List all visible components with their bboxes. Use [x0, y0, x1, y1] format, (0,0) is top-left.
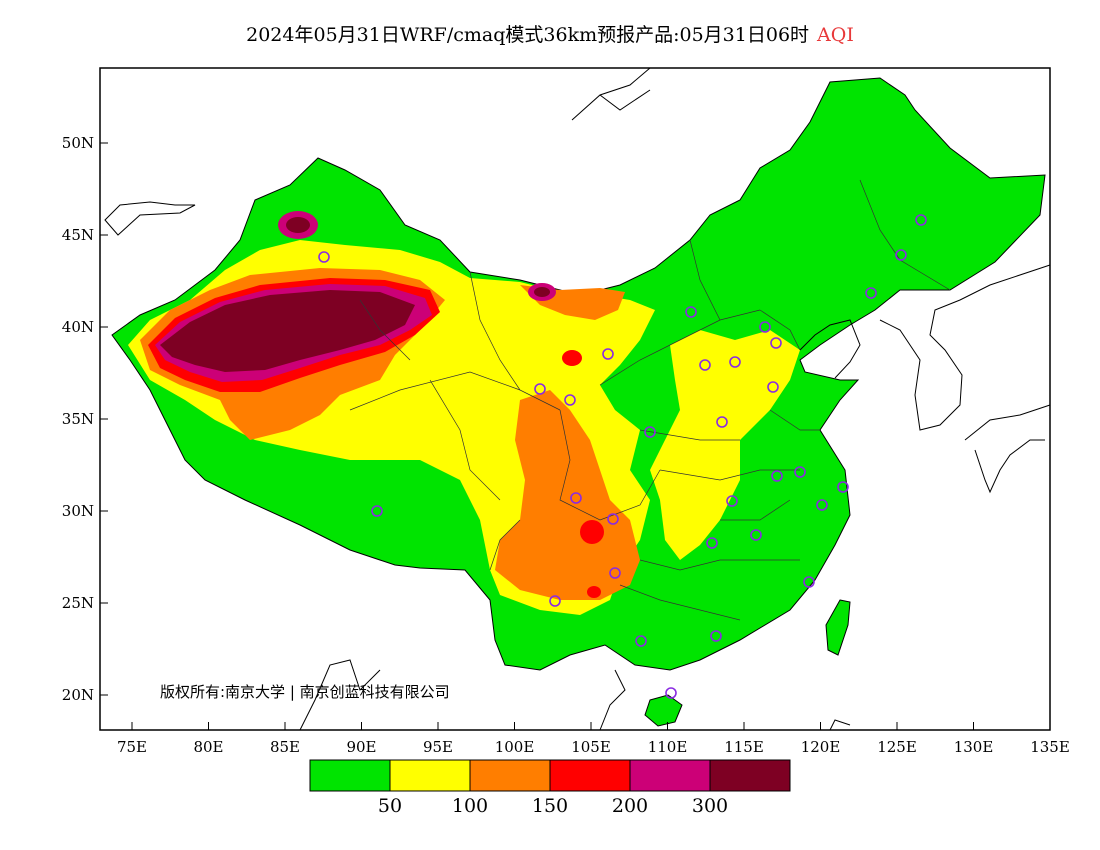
station-marker	[865, 287, 877, 299]
station-marker	[570, 492, 582, 504]
station-markers	[318, 214, 927, 699]
lon-tick-label: 85E	[270, 738, 300, 756]
lon-tick-label: 130E	[954, 738, 994, 756]
aqi-hotspot-guizhou	[587, 586, 601, 598]
lat-tick-label: 45N	[62, 226, 94, 244]
station-marker	[602, 348, 614, 360]
station-marker	[729, 356, 741, 368]
colorbar-swatch	[709, 759, 791, 792]
taiwan-island	[825, 599, 851, 656]
colorbar-label: 150	[532, 795, 568, 817]
colorbar-swatch	[389, 759, 471, 792]
aqi-zone-moderate-east	[650, 330, 800, 560]
station-marker	[549, 595, 561, 607]
station-marker	[794, 466, 806, 478]
station-marker	[816, 499, 828, 511]
station-marker	[716, 416, 728, 428]
station-marker	[534, 383, 546, 395]
station-marker	[607, 513, 619, 525]
aqi-hotspot-ningxia	[562, 350, 582, 366]
colorbar-swatch	[309, 759, 391, 792]
lon-tick-label: 80E	[193, 738, 223, 756]
copyright-text: 版权所有:南京大学 | 南京创蓝科技有限公司	[160, 683, 450, 701]
lon-tick-label: 90E	[346, 738, 376, 756]
station-marker	[318, 251, 330, 263]
station-marker	[895, 249, 907, 261]
lat-tick-label: 25N	[62, 594, 94, 612]
lon-tick-label: 100E	[495, 738, 535, 756]
colorbar-label: 300	[692, 795, 728, 817]
bohai-coastline	[799, 319, 861, 379]
aqi-hotspot-sichuan	[580, 520, 604, 544]
station-marker	[710, 630, 722, 642]
title-variable: AQI	[817, 24, 854, 46]
station-marker	[371, 505, 383, 517]
station-marker	[635, 635, 647, 647]
lon-tick-label: 115E	[724, 738, 764, 756]
lat-tick-label: 40N	[62, 318, 94, 336]
station-marker	[915, 214, 927, 226]
station-marker	[837, 481, 849, 493]
colorbar-swatch	[549, 759, 631, 792]
colorbar-swatch	[629, 759, 711, 792]
station-marker	[767, 381, 779, 393]
colorbar-label: 200	[612, 795, 648, 817]
aqi-zone-hazardous	[160, 290, 415, 372]
lon-tick-label: 110E	[648, 738, 688, 756]
indochina-coastline	[299, 659, 851, 731]
station-marker	[685, 306, 697, 318]
lon-tick-label: 120E	[801, 738, 841, 756]
aqi-colorbar: 50 100 150 200 300	[309, 759, 791, 817]
lon-tick-label: 95E	[423, 738, 453, 756]
lat-tick-label: 20N	[62, 686, 94, 704]
map-title: 2024年05月31日WRF/cmaq模式36km预报产品:05月31日06时 A…	[0, 20, 1100, 47]
lon-tick-label: 125E	[877, 738, 917, 756]
title-text: 2024年05月31日WRF/cmaq模式36km预报产品:05月31日06时	[246, 24, 810, 46]
colorbar-swatch	[469, 759, 551, 792]
russia-coastline	[571, 67, 651, 121]
station-marker	[699, 359, 711, 371]
station-marker	[564, 394, 576, 406]
lat-tick-label: 50N	[62, 134, 94, 152]
hainan-island	[644, 694, 683, 727]
lon-tick-label: 75E	[117, 738, 147, 756]
station-marker	[750, 529, 762, 541]
kazakhstan-coastline	[104, 201, 196, 236]
station-marker	[726, 495, 738, 507]
lat-tick-label: 35N	[62, 410, 94, 428]
aqi-hotspot-inner-mongolia-core	[534, 287, 550, 297]
japan-coastline	[964, 404, 1051, 494]
lat-tick-label: 30N	[62, 502, 94, 520]
latitude-ticks: 20N 25N 30N 35N 40N 45N 50N	[62, 134, 108, 704]
aqi-hotspot-junggar-core	[286, 217, 310, 233]
lon-tick-label: 135E	[1030, 738, 1070, 756]
aqi-zone-sensitive-south	[495, 390, 640, 600]
station-marker	[644, 426, 656, 438]
station-marker	[609, 567, 621, 579]
station-marker	[770, 337, 782, 349]
korea-coastline	[879, 264, 1051, 431]
lon-tick-label: 105E	[571, 738, 611, 756]
station-marker	[706, 537, 718, 549]
station-marker	[665, 687, 677, 699]
colorbar-label: 100	[452, 795, 488, 817]
station-marker	[759, 321, 771, 333]
station-marker	[771, 470, 783, 482]
colorbar-label: 50	[378, 795, 402, 817]
station-marker	[803, 576, 815, 588]
longitude-ticks: 75E 80E 85E 90E 95E 100E 105E 110E 115E 120E 125E 1…	[117, 722, 1070, 756]
province-boundaries	[349, 179, 951, 621]
